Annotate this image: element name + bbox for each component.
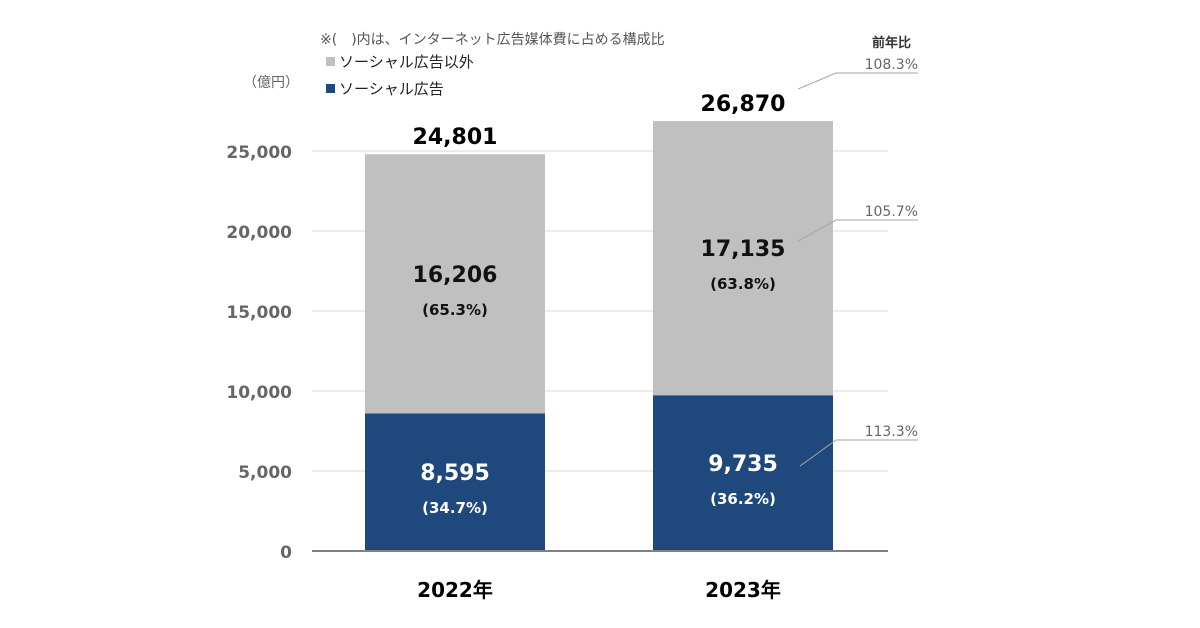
yoy-other-leader <box>797 219 918 242</box>
composition-note: ※( )内は、インターネット広告媒体費に占める構成比 <box>320 32 665 48</box>
bar-segment-social <box>365 413 545 551</box>
x-tick-label: 2022年 <box>417 578 493 602</box>
total-label: 24,801 <box>413 125 498 150</box>
data-label-social: 9,735 <box>708 452 778 477</box>
unit-label: （億円） <box>243 75 299 91</box>
total-label: 26,870 <box>701 92 786 117</box>
legend-item-other: ソーシャル広告以外 <box>326 51 474 72</box>
share-label-social: (34.7%) <box>422 499 488 517</box>
share-label-social: (36.2%) <box>710 490 776 508</box>
x-tick-label: 2023年 <box>705 578 781 602</box>
yoy-total-label: 108.3% <box>865 57 918 73</box>
bar-segment-other <box>653 121 833 396</box>
share-label-other: (65.3%) <box>422 301 488 319</box>
y-tick-label: 20,000 <box>226 223 292 243</box>
data-label-other: 16,206 <box>413 263 498 288</box>
y-tick-label: 10,000 <box>226 383 292 403</box>
legend-swatch-social <box>326 84 335 93</box>
yoy-total-leader <box>797 72 918 90</box>
y-tick-label: 5,000 <box>238 463 292 483</box>
bar-segment-other <box>365 154 545 414</box>
yoy-social-leader <box>799 439 918 467</box>
y-tick-label: 25,000 <box>226 143 292 163</box>
share-label-other: (63.8%) <box>710 275 776 293</box>
bar-segment-social <box>653 395 833 551</box>
legend-item-social: ソーシャル広告 <box>326 78 444 99</box>
y-tick-label: 0 <box>280 543 292 563</box>
data-label-other: 17,135 <box>701 237 786 262</box>
yoy-social-label: 113.3% <box>865 424 918 440</box>
legend-label-social: ソーシャル広告 <box>339 80 444 98</box>
data-label-social: 8,595 <box>420 461 490 486</box>
legend-swatch-other <box>326 57 335 66</box>
legend-label-other: ソーシャル広告以外 <box>339 53 474 71</box>
yoy-other-label: 105.7% <box>865 204 918 220</box>
yoy-title: 前年比 <box>872 36 912 51</box>
y-tick-label: 15,000 <box>226 303 292 323</box>
